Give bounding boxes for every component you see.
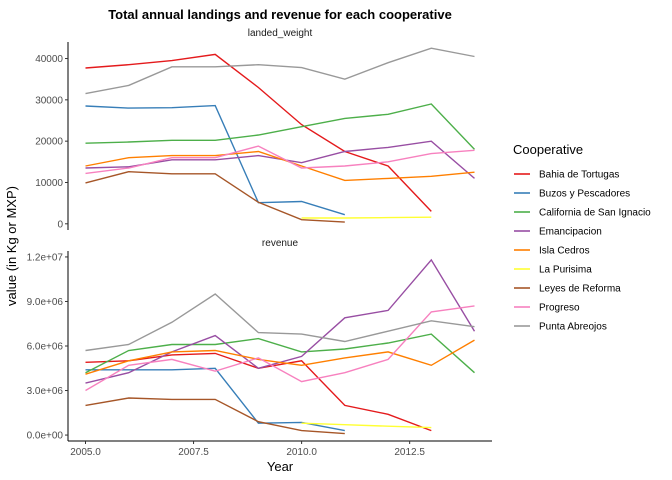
panel-revenue: revenue 0.0e+00 3.0e+06 6.0e+06 9.0e+06 1.2e… (27, 238, 476, 442)
strip-label-landed-weight: landed_weight (248, 28, 313, 39)
series-line-punta-abreojos (85, 47, 475, 95)
series-line-progreso (85, 305, 475, 392)
legend-label-la-purisima: La Purisima (539, 265, 592, 276)
series-line-bahia-de-tortugas (85, 53, 432, 212)
series-line-progreso (85, 145, 475, 175)
y-tick-label: 6.0e+06 (27, 342, 64, 353)
y-tick-label: 40000 (35, 54, 63, 65)
y-tick-label: 0 (57, 219, 63, 230)
legend-label-california-de-san-ignacio: California de San Ignacio (539, 208, 651, 219)
y-tick-label: 9.0e+06 (27, 297, 64, 308)
x-tick-label: 2012.5 (394, 447, 425, 458)
legend-title: Cooperative (513, 142, 583, 157)
series-line-leyes-de-reforma (85, 170, 345, 223)
series-line-buzos-y-pescadores (85, 367, 345, 432)
legend-label-leyes-de-reforma: Leyes de Reforma (539, 284, 621, 295)
y-tick-label: 10000 (35, 178, 63, 189)
legend-label-buzos-y-pescadores: Buzos y Pescadores (539, 189, 630, 200)
panel-landed-weight: landed_weight 0 10000 20000 30000 40000 (35, 28, 476, 230)
x-axis: 2005.0 2007.5 2010.0 2012.5 (68, 440, 492, 458)
y-tick-label: 3.0e+06 (27, 386, 64, 397)
series-line-california-de-san-ignacio (85, 103, 476, 150)
series-line-isla-cedros (85, 150, 475, 182)
legend-label-progreso: Progreso (539, 303, 580, 314)
series-line-isla-cedros (85, 339, 475, 375)
legend-label-emancipacion: Emancipacion (539, 227, 602, 238)
x-tick-label: 2007.5 (178, 447, 209, 458)
chart-title: Total annual landings and revenue for ea… (108, 7, 452, 22)
series-line-punta-abreojos (85, 293, 475, 352)
series-line-buzos-y-pescadores (85, 104, 346, 216)
y-axis-title: value (in Kg or MXP) (4, 186, 19, 306)
y-tick-label: 1.2e+07 (27, 252, 64, 263)
x-tick-label: 2005.0 (70, 447, 101, 458)
legend: Cooperative Bahia de Tortugas Buzos y Pes… (513, 142, 651, 333)
series-line-la-purisima (301, 216, 432, 219)
y-tick-label: 30000 (35, 95, 63, 106)
y-tick-label: 20000 (35, 137, 63, 148)
x-tick-label: 2010.0 (286, 447, 317, 458)
y-tick-label: 0.0e+00 (27, 431, 64, 442)
series-line-california-de-san-ignacio (85, 333, 475, 374)
series-line-leyes-de-reforma (85, 397, 345, 435)
x-axis-title: Year (267, 459, 294, 474)
legend-label-isla-cedros: Isla Cedros (539, 246, 590, 257)
strip-label-revenue: revenue (262, 238, 299, 249)
series-line-bahia-de-tortugas (85, 352, 432, 432)
legend-label-bahia-de-tortugas: Bahia de Tortugas (539, 170, 619, 181)
legend-label-punta-abreojos: Punta Abreojos (539, 322, 607, 333)
series-line-la-purisima (301, 422, 432, 429)
